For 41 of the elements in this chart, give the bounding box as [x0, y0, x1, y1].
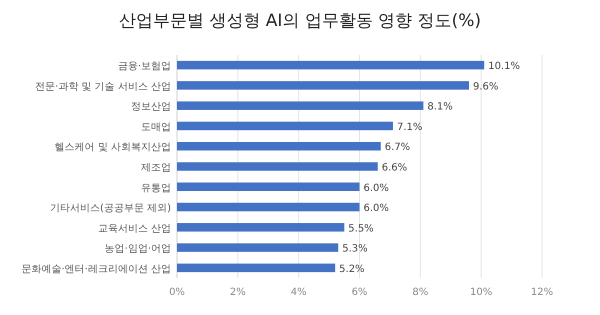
y-tick-label: 전문·과학 및 기술 서비스 산업	[35, 81, 171, 92]
bar	[177, 60, 484, 70]
x-tick-label: 12%	[530, 287, 554, 298]
x-tick-label: 10%	[470, 287, 492, 298]
bar	[177, 122, 393, 130]
data-label: 6.0%	[364, 182, 389, 194]
x-tick-label: 6%	[352, 287, 368, 298]
y-tick-label: 정보산업	[131, 102, 171, 113]
x-tick-label: 0%	[169, 287, 185, 298]
bar	[177, 223, 344, 232]
y-tick-label: 문화예술·엔터·레크리에이션 산업	[21, 264, 171, 275]
data-label: 7.1%	[396, 122, 422, 133]
data-label: 6.7%	[384, 142, 410, 154]
y-tick-label: 농업·임업·어업	[104, 244, 171, 255]
data-label: 6.6%	[382, 162, 408, 174]
bar	[177, 101, 424, 110]
y-tick-label: 헬스케어 및 사회복지산업	[54, 142, 171, 154]
bar	[177, 243, 338, 252]
data-label: 5.3%	[342, 244, 368, 255]
x-tick-label: 2%	[230, 287, 246, 298]
x-tick-label: 4%	[290, 287, 307, 298]
data-label: 10.1%	[488, 61, 520, 72]
data-label: 5.5%	[348, 223, 374, 234]
bar	[177, 162, 378, 171]
data-label: 5.2%	[339, 264, 365, 275]
y-tick-label: 기타서비스(공공부문 제외)	[50, 203, 172, 214]
x-tick-label: 8%	[412, 287, 428, 298]
bar	[177, 202, 360, 212]
y-tick-label: 교육서비스 산업	[98, 223, 171, 234]
data-label: 6.0%	[364, 203, 389, 214]
chart-title: 산업부문별 생성형 AI의 업무활동 영향 정도(%)	[118, 11, 482, 31]
data-label: 8.1%	[427, 102, 453, 113]
bar	[177, 142, 381, 150]
bar	[177, 182, 360, 192]
bar	[177, 81, 469, 90]
y-tick-label: 금융·보험업	[118, 61, 171, 72]
data-label: 9.6%	[473, 81, 498, 92]
bar	[177, 264, 336, 272]
y-tick-label: 유통업	[141, 182, 171, 194]
y-tick-label: 제조업	[141, 162, 171, 174]
y-tick-label: 도매업	[141, 122, 171, 133]
